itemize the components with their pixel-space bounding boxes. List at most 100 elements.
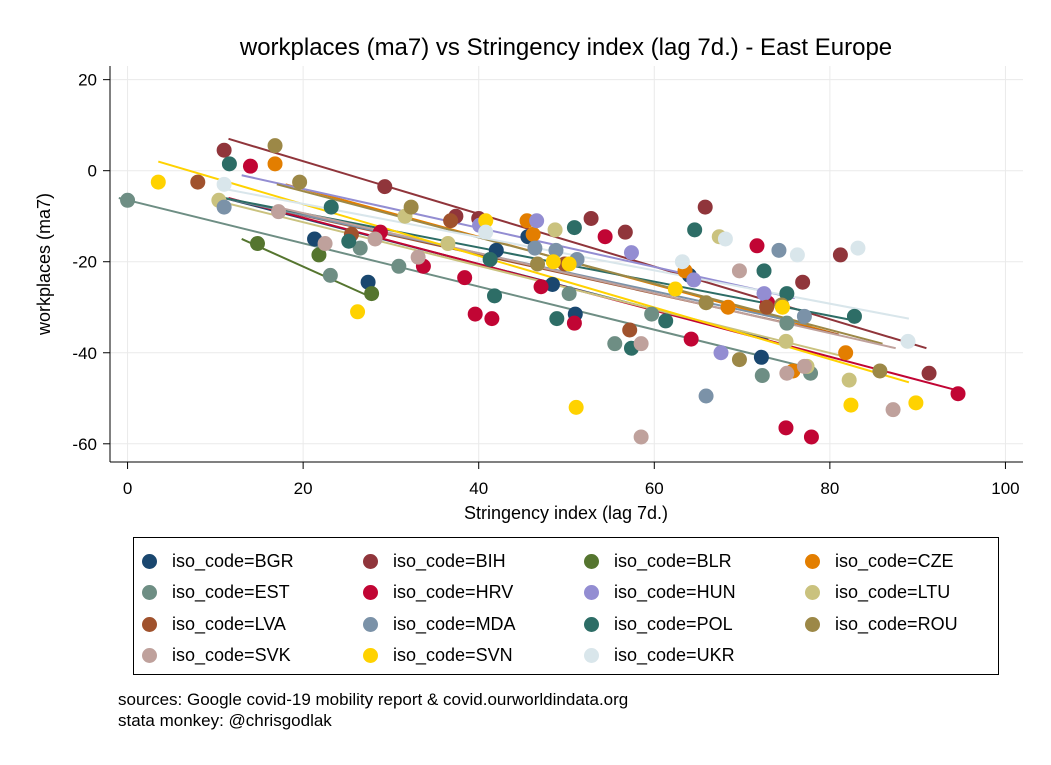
legend-item-ukr: iso_code=UKR [584, 640, 735, 670]
legend-marker [142, 647, 157, 663]
legend-label: iso_code=ROU [835, 613, 958, 634]
legend-label: iso_code=LTU [835, 581, 951, 602]
point-svn [774, 299, 790, 315]
legend-marker [363, 616, 378, 632]
point-mda [527, 240, 543, 256]
point-ukr [478, 224, 494, 240]
point-mda [548, 242, 564, 258]
x-tick-label: 100 [991, 479, 1019, 498]
point-ukr [717, 231, 733, 247]
legend-label: iso_code=EST [172, 581, 290, 602]
legend-label: iso_code=LVA [172, 613, 286, 634]
point-bih [216, 142, 232, 158]
legend-item-mda: iso_code=MDA [363, 609, 516, 639]
point-rou [403, 199, 419, 215]
fit-line-ltu [223, 201, 848, 359]
point-ukr [674, 254, 690, 270]
point-ukr [216, 176, 232, 192]
point-pol [687, 222, 703, 238]
point-pol [221, 156, 237, 172]
point-svn [478, 213, 494, 229]
legend-item-pol: iso_code=POL [584, 609, 733, 639]
point-svk [410, 249, 426, 265]
legend-label: iso_code=BGR [172, 550, 294, 571]
point-bih [617, 224, 633, 240]
legend-label: iso_code=SVN [393, 644, 513, 665]
point-svn [150, 174, 166, 190]
point-hrv [484, 311, 500, 327]
point-rou [267, 138, 283, 154]
sources-note: sources: Google covid-19 mobility report… [118, 689, 628, 731]
point-ukr [850, 240, 866, 256]
point-bih [377, 179, 393, 195]
point-hrv [749, 238, 765, 254]
point-bih [832, 247, 848, 263]
point-hrv [683, 331, 699, 347]
point-mda [698, 388, 714, 404]
point-rou [530, 256, 546, 272]
point-lva [190, 174, 206, 190]
legend-label: iso_code=MDA [393, 613, 516, 634]
point-est [120, 192, 136, 208]
point-est [391, 258, 407, 274]
chart-title: workplaces (ma7) vs Stringency index (la… [239, 34, 892, 61]
point-pol [549, 311, 565, 327]
x-tick-label: 80 [820, 479, 839, 498]
point-svk [633, 429, 649, 445]
x-tick-label: 60 [645, 479, 664, 498]
point-lva [759, 299, 775, 315]
point-est [322, 267, 338, 283]
legend-marker [363, 553, 378, 569]
point-lva [443, 213, 459, 229]
point-cze [838, 345, 854, 361]
legend-label: iso_code=SVK [172, 644, 291, 665]
y-tick-label: 20 [78, 71, 97, 90]
point-hrv [457, 270, 473, 286]
point-hrv [950, 386, 966, 402]
y-tick-label: -20 [72, 253, 97, 272]
point-bih [697, 199, 713, 215]
point-hrv [533, 279, 549, 295]
point-svk [271, 204, 287, 220]
legend-marker [363, 584, 378, 600]
legend-item-ltu: iso_code=LTU [805, 577, 950, 607]
point-hrv [467, 306, 483, 322]
point-svk [633, 336, 649, 352]
legend-marker [142, 616, 157, 632]
x-axis-ticks: 0 20 40 60 80 100 [123, 462, 1020, 498]
point-pol [779, 286, 795, 302]
point-pol [658, 313, 674, 329]
point-bgr [544, 276, 560, 292]
point-mda [771, 242, 787, 258]
point-svn [545, 254, 561, 270]
legend-marker [584, 647, 599, 663]
legend-label: iso_code=UKR [614, 644, 735, 665]
point-hun [756, 286, 772, 302]
x-axis-title: Stringency index (lag 7d.) [464, 503, 668, 523]
legend-label: iso_code=CZE [835, 550, 954, 571]
legend: iso_code=BGR iso_code=BIH iso_code=BLR iso_… [133, 537, 999, 675]
point-est [779, 315, 795, 331]
fit-line-blr [241, 238, 374, 300]
fit-line-ukr [223, 187, 910, 320]
legend-marker [805, 584, 820, 600]
point-blr [364, 286, 380, 302]
point-hrv [778, 420, 794, 436]
point-pol [341, 233, 357, 249]
point-est [754, 368, 770, 384]
point-pol [756, 263, 772, 279]
point-rou [698, 295, 714, 311]
legend-label: iso_code=BLR [614, 550, 732, 571]
point-mda [216, 199, 232, 215]
point-pol [846, 308, 862, 324]
legend-item-svn: iso_code=SVN [363, 640, 513, 670]
point-est [352, 240, 368, 256]
legend-item-lva: iso_code=LVA [142, 609, 286, 639]
point-svn [350, 304, 366, 320]
scatter-plot: 0 20 40 60 80 100 20 0 -20 -40 -60 workplaces (ma… [34, 34, 1023, 523]
point-hun [529, 213, 545, 229]
point-hun [623, 245, 639, 261]
x-tick-label: 0 [123, 479, 132, 498]
legend-marker [142, 584, 157, 600]
